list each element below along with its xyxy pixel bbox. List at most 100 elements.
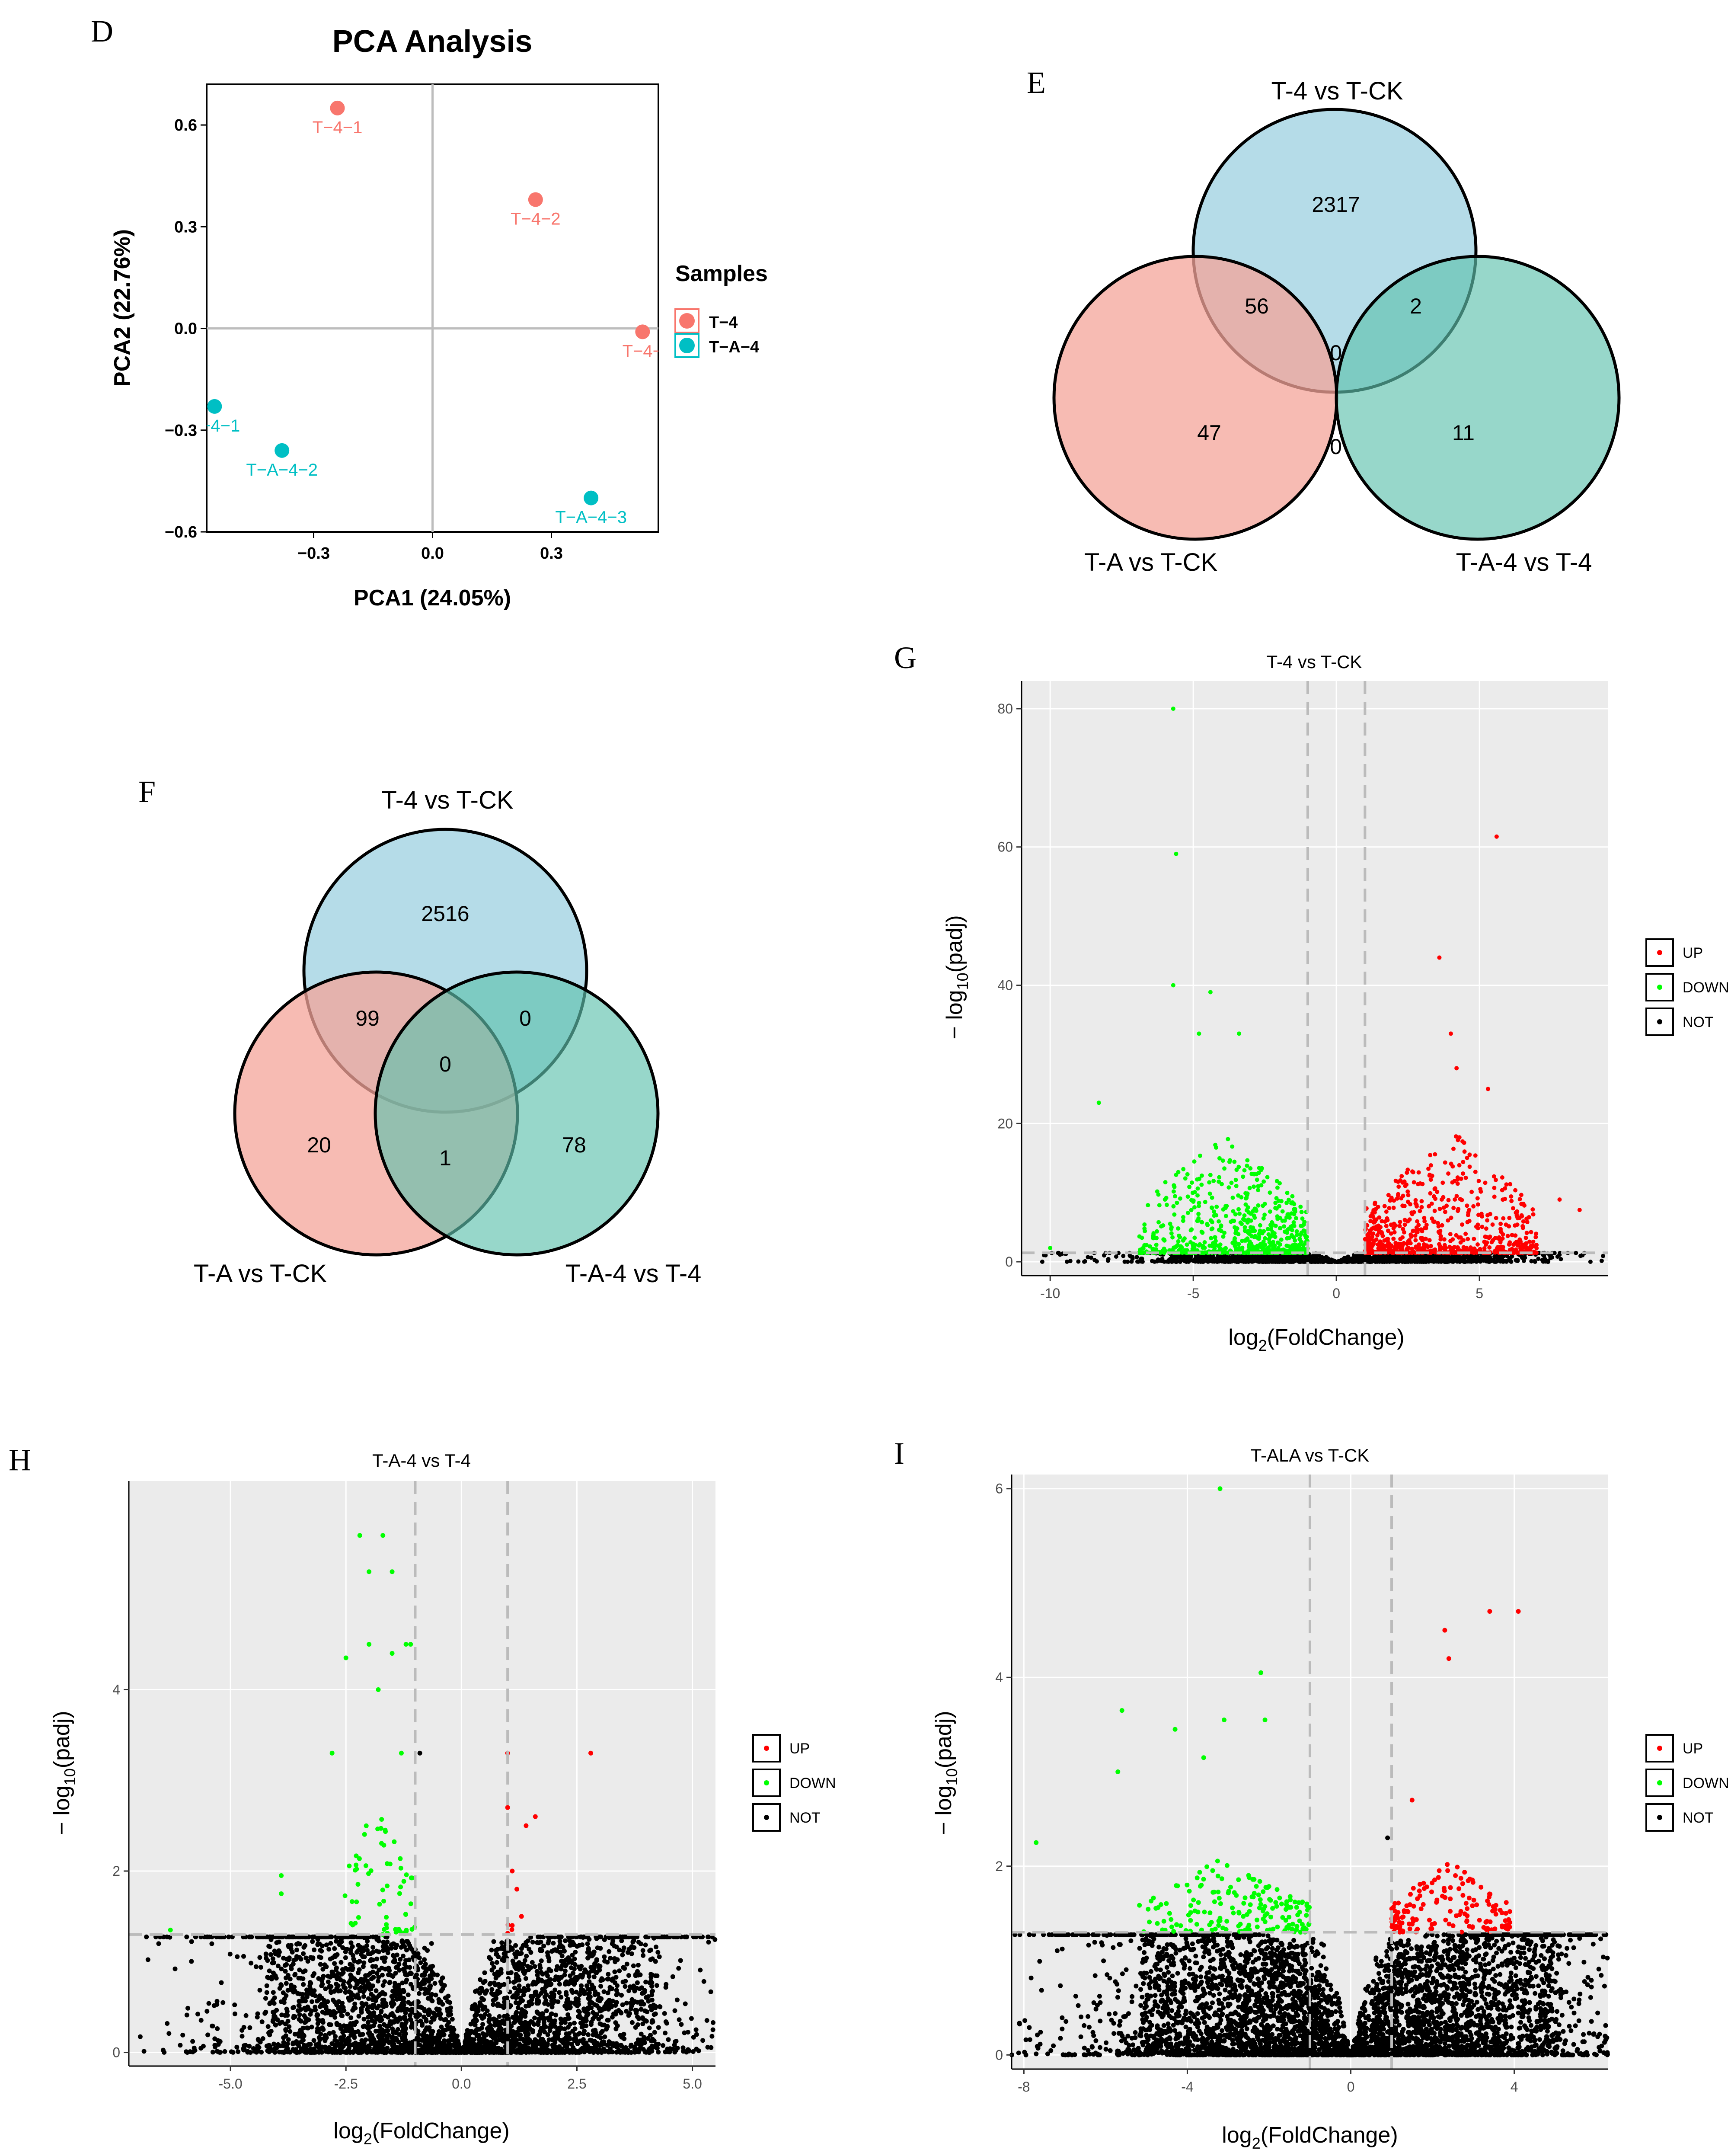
volcano-g-point-up	[1469, 1190, 1474, 1194]
venn-f-count-ab: 99	[355, 1006, 380, 1030]
volcano-g-point-up	[1507, 1224, 1511, 1228]
volcano-g-point-not	[1040, 1259, 1044, 1264]
volcano-g-point-up	[1396, 1184, 1401, 1189]
volcano-h-point-not	[166, 2031, 172, 2036]
volcano-g-point-up	[1511, 1242, 1516, 1247]
volcano-g-xlabel-tail: (FoldChange)	[1267, 1325, 1405, 1350]
volcano-g-point-up	[1387, 1206, 1392, 1210]
volcano-g-point-up	[1439, 1197, 1444, 1202]
volcano-h-point-not	[691, 2034, 696, 2040]
volcano-g-point-up	[1515, 1222, 1520, 1227]
volcano-g-point-down	[1236, 1193, 1241, 1198]
venn-e-count-a-only: 2317	[1312, 192, 1360, 217]
volcano-g-point-not	[1326, 1260, 1331, 1264]
volcano-g-point-down	[1146, 1203, 1150, 1208]
volcano-g-point-down	[1231, 1209, 1236, 1214]
volcano-g-point-up	[1433, 1196, 1438, 1201]
volcano-g-point-down	[1259, 1183, 1264, 1188]
volcano-h-point-not	[204, 2009, 210, 2014]
volcano-g-point-up	[1432, 1209, 1437, 1213]
volcano-g-point-up	[1480, 1225, 1485, 1229]
volcano-g-point-down	[1232, 1159, 1237, 1164]
volcano-h-point-not	[165, 2021, 170, 2026]
volcano-g-point-up	[1417, 1245, 1421, 1250]
volcano-g-point-up	[1487, 1245, 1492, 1250]
panel-label-f: F	[138, 774, 156, 809]
venn-f-circle-ta4-vs-t4	[374, 970, 660, 1257]
volcano-h-point-not	[524, 1954, 529, 1959]
volcano-g-point-up	[1443, 1209, 1447, 1214]
volcano-g-point-up	[1419, 1227, 1424, 1232]
volcano-g-point-down	[1171, 706, 1175, 711]
volcano-g-point-not	[1106, 1257, 1111, 1261]
volcano-g-point-down	[1268, 1209, 1272, 1214]
volcano-g-point-not	[1178, 1259, 1183, 1264]
volcano-g-point-up	[1401, 1193, 1405, 1198]
volcano-g-point-down	[1262, 1179, 1266, 1184]
volcano-g-point-up	[1475, 1196, 1480, 1201]
volcano-g-point-up	[1454, 1066, 1459, 1071]
volcano-g-point-not	[1473, 1256, 1478, 1260]
volcano-g-point-up	[1384, 1209, 1389, 1214]
volcano-g-point-down	[1230, 1144, 1235, 1149]
pca-y-tick-label: −0.6	[165, 523, 197, 541]
pca-x-tick-label: 0.3	[540, 544, 563, 563]
volcano-g-point-down	[1271, 1231, 1275, 1236]
volcano-g-point-not	[1529, 1259, 1534, 1264]
volcano-g-point-up	[1418, 1236, 1423, 1240]
volcano-g-point-down	[1162, 1251, 1166, 1255]
volcano-g-legend-label-down: DOWN	[1683, 979, 1729, 996]
volcano-g-point-down	[1240, 1238, 1245, 1243]
volcano-g-point-not	[1588, 1260, 1593, 1264]
volcano-g-point-not	[1130, 1256, 1135, 1261]
pca-points: T−4−1T−4−2T−4−A−4−1T−A−4−2T−A−4−3	[207, 100, 658, 527]
volcano-g-point-up	[1438, 1237, 1443, 1242]
volcano-g-point-not	[1335, 1260, 1340, 1264]
volcano-h-point-not	[189, 1959, 194, 1964]
volcano-g-point-up	[1465, 1155, 1469, 1160]
volcano-g-point-down	[1207, 1180, 1212, 1185]
volcano-h-point-not	[367, 1971, 373, 1976]
volcano-h-point-not	[370, 1945, 376, 1950]
pca-reference-lines	[207, 84, 658, 532]
volcano-g-point-not	[1083, 1259, 1087, 1264]
volcano-g-point-down	[1177, 1233, 1182, 1238]
volcano-g-point-down	[1278, 1242, 1283, 1247]
volcano-g-point-not	[1136, 1259, 1140, 1264]
volcano-g-point-not	[1540, 1258, 1545, 1263]
volcano-g-point-not	[1495, 1259, 1499, 1264]
volcano-g-x-axis-label: log2(FoldChange)	[1228, 1325, 1404, 1354]
volcano-g-point-up	[1428, 1191, 1433, 1196]
volcano-g-point-up	[1424, 1222, 1429, 1227]
volcano-h-point-not	[487, 2016, 492, 2022]
volcano-g-point-down	[1174, 851, 1178, 856]
volcano-g-point-down	[1245, 1220, 1250, 1225]
volcano-h-point-not	[241, 1954, 246, 1959]
volcano-h-point-not	[711, 2020, 715, 2025]
volcano-g-point-not	[1300, 1259, 1304, 1264]
volcano-g-point-down	[1236, 1207, 1241, 1212]
venn-f-count-b-only: 20	[307, 1133, 331, 1157]
volcano-g-point-down	[1205, 1223, 1210, 1227]
volcano-g-point-down	[1214, 1213, 1219, 1218]
volcano-g-point-up	[1460, 1198, 1464, 1203]
pca-point	[207, 399, 222, 414]
volcano-g-point-up	[1483, 1180, 1488, 1185]
volcano-g-point-up	[1507, 1241, 1512, 1246]
volcano-g-point-not	[1121, 1254, 1126, 1258]
volcano-g-point-up	[1407, 1217, 1412, 1222]
volcano-g-point-down	[1226, 1185, 1231, 1190]
volcano-h-point-not	[559, 1995, 564, 2000]
volcano-g-point-up	[1457, 1163, 1462, 1168]
volcano-g-point-up	[1415, 1204, 1419, 1209]
volcano-g-point-down	[1259, 1166, 1264, 1171]
volcano-g-point-not	[1186, 1256, 1191, 1261]
volcano-g-point-up	[1370, 1226, 1374, 1231]
volcano-g-point-down	[1256, 1171, 1261, 1175]
volcano-g-point-up	[1452, 1179, 1457, 1184]
volcano-g-point-not	[1378, 1254, 1383, 1259]
volcano-g-point-up	[1400, 1180, 1405, 1185]
volcano-h-point-not	[210, 2050, 215, 2055]
volcano-g-point-not	[1212, 1258, 1217, 1263]
volcano-g-point-up	[1427, 1173, 1432, 1178]
